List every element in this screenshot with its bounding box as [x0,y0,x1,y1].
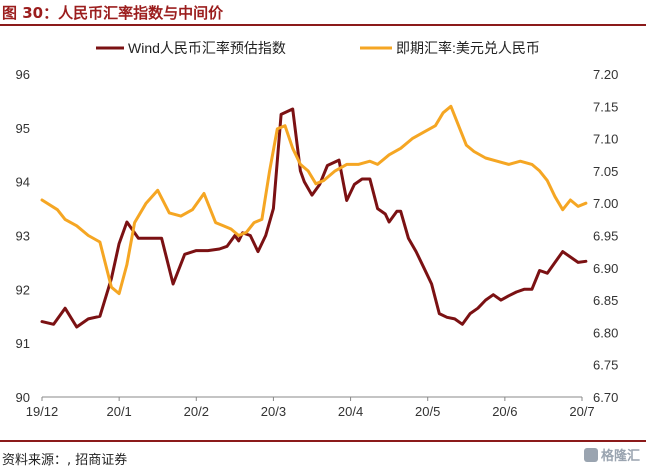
y-right-tick-label: 6.90 [593,261,618,276]
y-left-tick-label: 94 [16,175,30,190]
legend-label: 即期汇率:美元兑人民币 [396,40,540,56]
y-left-tick-label: 96 [16,67,30,82]
watermark-logo: 格隆汇 [583,445,640,464]
line-chart: 19/12 20/1 20/2 20/3 20/4 20/5 20/6 20/7 90 91 92 9… [16,40,619,419]
x-tick-label: 19/12 [26,404,59,419]
x-tick-label: 20/5 [415,404,440,419]
footer-rule [0,440,646,442]
y-right-tick-label: 6.70 [593,390,618,405]
y-right-tick-label: 7.10 [593,132,618,147]
y-left-tick-label: 91 [16,336,30,351]
y-left-tick-label: 95 [16,121,30,136]
y-right-tick-label: 6.80 [593,325,618,340]
x-tick-label: 20/4 [338,404,363,419]
y-right-tick-label: 6.75 [593,358,618,373]
y-right-tick-label: 6.95 [593,229,618,244]
watermark-icon [583,448,598,462]
x-tick-label: 20/6 [492,404,517,419]
y-right-tick-label: 7.00 [593,196,618,211]
y-left-tick-label: 92 [16,282,30,297]
x-tick-label: 20/2 [184,404,209,419]
y-right-tick-label: 6.85 [593,293,618,308]
y-right-tick-label: 7.20 [593,67,618,82]
watermark-text: 格隆汇 [600,449,640,464]
series-line-wind-index [40,107,588,329]
x-tick-label: 20/1 [106,404,131,419]
series-line-usdcny [40,104,588,296]
legend-label: Wind人民币汇率预估指数 [128,40,286,56]
figure-title: 图 30：人民币汇率指数与中间价 [2,4,224,22]
title-underline [0,24,646,26]
y-left-tick-label: 93 [16,229,30,244]
x-tick-label: 20/7 [569,404,594,419]
y-left-tick-label: 90 [16,390,30,405]
y-right-tick-label: 7.05 [593,164,618,179]
x-tick-label: 20/3 [261,404,286,419]
y-right-tick-label: 7.15 [593,99,618,114]
source-note: 资料来源：, 招商证券 [2,453,128,468]
